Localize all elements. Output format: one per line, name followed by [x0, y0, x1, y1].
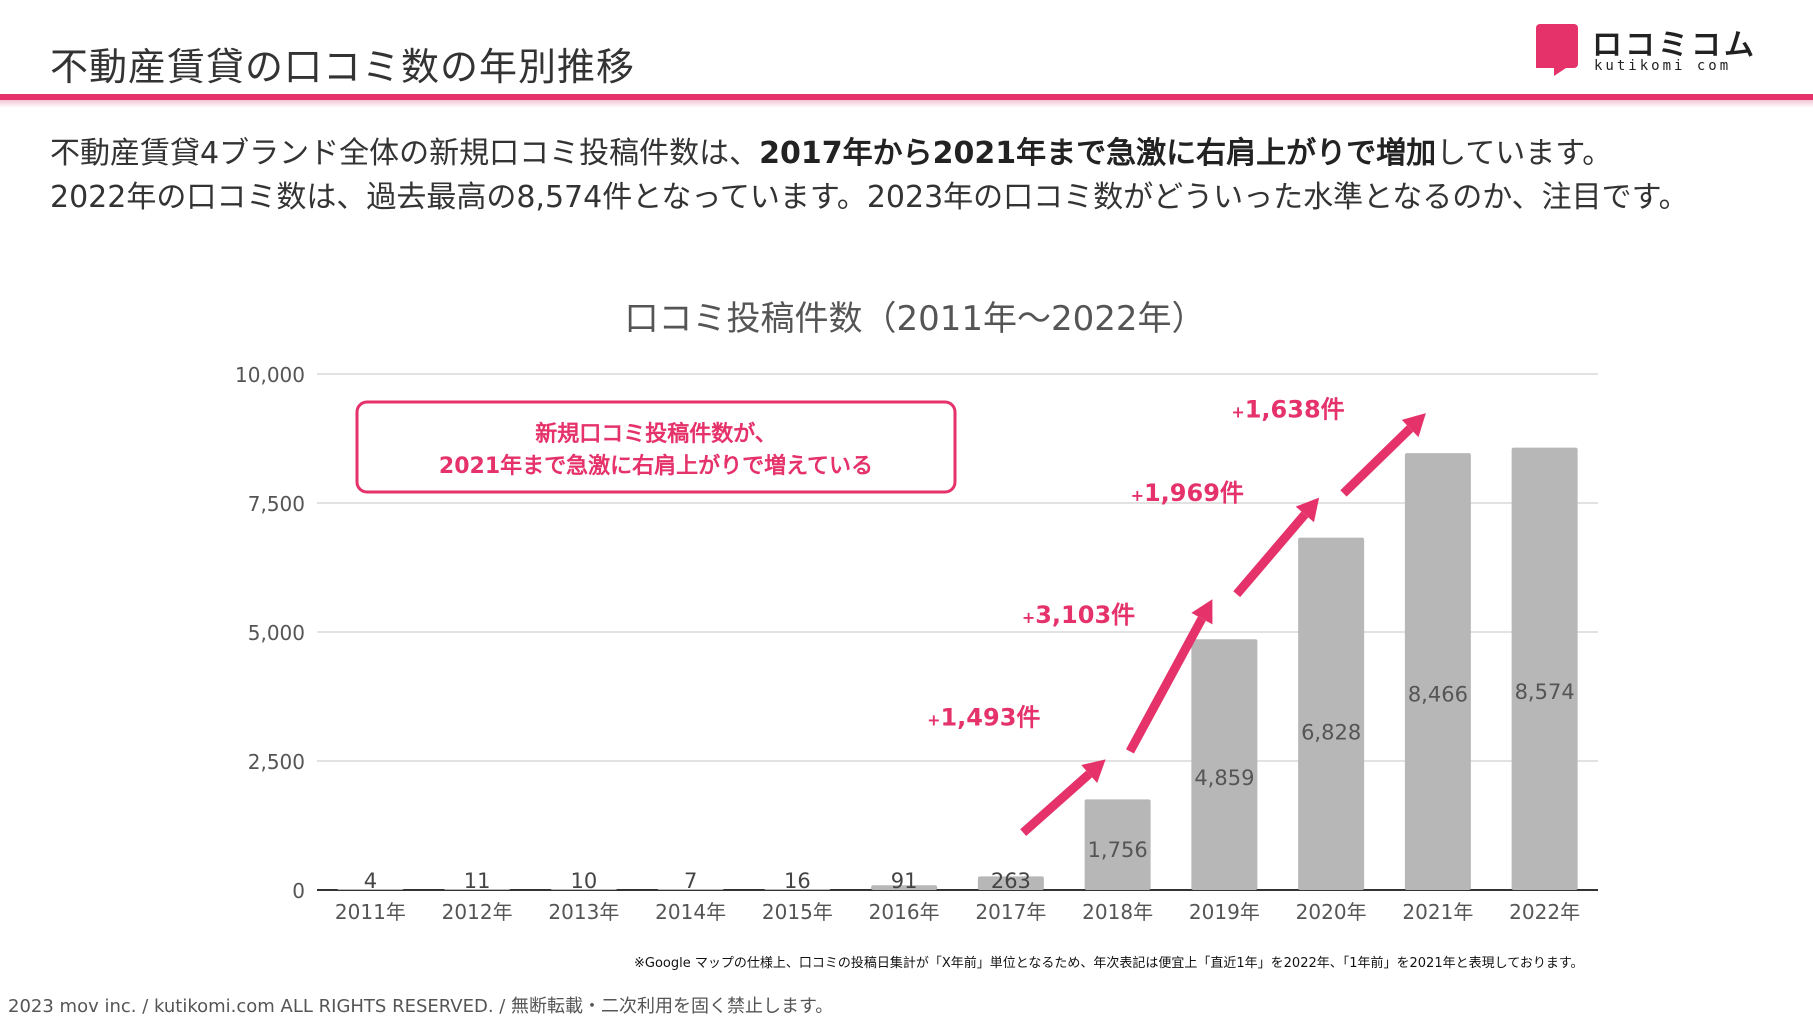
bar [1191, 639, 1258, 890]
page-title: 不動産賃貸の口コミ数の年別推移 [50, 45, 636, 89]
data-label: 4 [364, 869, 377, 893]
intro-line-2: 2022年の口コミ数は、過去最高の8,574件となっています。2023年の口コミ… [50, 180, 1689, 215]
increase-plus-sign: + [1131, 486, 1144, 505]
increase-arrow-shaft [1233, 511, 1309, 598]
increase-value: 1,638件 [1245, 395, 1345, 423]
bar [1404, 453, 1471, 890]
bar [871, 885, 938, 890]
bar [977, 876, 1044, 890]
bar [444, 889, 511, 890]
title-divider-shadow [0, 100, 1813, 108]
intro-line-1-a: 不動産賃貸4ブランド全体の新規口コミ投稿件数は、 [50, 136, 760, 171]
increase-label: +3,103件 [1022, 601, 1135, 629]
bar-chart: 口コミ投稿件数（2011年〜2022年） 0 2,500 5,000 7,500 10,… [235, 299, 1598, 924]
increase-arrow-head [1401, 413, 1426, 438]
data-label: 263 [991, 869, 1031, 893]
data-label: 8,466 [1408, 682, 1468, 706]
x-tick-label: 2013年 [548, 900, 619, 924]
increase-arrow-shaft [1126, 616, 1206, 754]
logo-text: ロコミコム [1592, 28, 1757, 63]
y-tick-label: 2,500 [248, 750, 305, 774]
increase-arrow-head [1081, 759, 1106, 783]
x-tick-label: 2022年 [1509, 900, 1580, 924]
increase-arrow-head [1191, 599, 1213, 625]
arrow-layer: +1,493件+3,103件+1,969件+1,638件 [927, 395, 1426, 836]
callout-line-1: 新規口コミ投稿件数が、 [535, 421, 777, 447]
increase-arrow-shaft [1340, 425, 1414, 497]
x-tick-label: 2015年 [762, 900, 833, 924]
x-tick-label: 2018年 [1082, 900, 1153, 924]
y-tick-label: 10,000 [235, 363, 305, 387]
data-label: 1,756 [1088, 838, 1148, 862]
intro-line-1-c: しています。 [1436, 136, 1613, 171]
data-label: 4,859 [1194, 766, 1254, 790]
data-label: 10 [571, 869, 598, 893]
increase-label: +1,969件 [1131, 479, 1244, 507]
y-tick-label: 5,000 [248, 621, 305, 645]
callout-line-2: 2021年まで急激に右肩上がりで増えている [439, 453, 873, 479]
increase-plus-sign: + [1022, 608, 1035, 627]
increase-label: +1,493件 [927, 704, 1040, 732]
data-label: 8,574 [1515, 680, 1575, 704]
x-tick-label: 2017年 [975, 900, 1046, 924]
callout-box: 新規口コミ投稿件数が、 2021年まで急激に右肩上がりで増えている [355, 400, 957, 494]
x-tick-label: 2021年 [1402, 900, 1473, 924]
x-tick-label: 2016年 [869, 900, 940, 924]
increase-value: 3,103件 [1035, 601, 1135, 629]
title-divider [0, 94, 1813, 100]
increase-value: 1,969件 [1144, 479, 1244, 507]
speech-bubble-icon [1536, 24, 1578, 76]
x-tick-label: 2011年 [335, 900, 406, 924]
data-label: 7 [684, 869, 697, 893]
increase-plus-sign: + [1231, 402, 1244, 421]
increase-arrow-head [1295, 497, 1320, 523]
bar [1084, 799, 1151, 890]
callout-frame [355, 400, 957, 494]
bar [764, 889, 831, 890]
increase-label: +1,638件 [1231, 395, 1344, 423]
footnote: ※Google マップの仕様上、口コミの投稿日集計が「X年前」単位となるため、年… [634, 956, 1584, 971]
copyright: 2023 mov inc. / kutikomi.com ALL RIGHTS … [8, 996, 834, 1017]
y-tick-label: 0 [292, 879, 305, 903]
increase-arrow-shaft [1020, 770, 1093, 836]
bar [337, 889, 404, 890]
data-label: 11 [464, 869, 491, 893]
intro-text: 不動産賃貸4ブランド全体の新規口コミ投稿件数は、2017年から2021年まで急激… [50, 132, 1750, 220]
data-label: 6,828 [1301, 720, 1361, 744]
x-tick-label: 2020年 [1296, 900, 1367, 924]
grid-layer: 0 2,500 5,000 7,500 10,000 [235, 363, 1598, 903]
intro-line-1: 不動産賃貸4ブランド全体の新規口コミ投稿件数は、2017年から2021年まで急激… [50, 132, 1750, 176]
data-label: 16 [784, 869, 811, 893]
brand-logo: ロコミコム kutikomi com [1536, 24, 1754, 76]
x-tick-label: 2012年 [442, 900, 513, 924]
intro-line-1-emphasis: 2017年から2021年まで急激に右肩上がりで増加 [759, 136, 1437, 171]
chart-title: 口コミ投稿件数（2011年〜2022年） [624, 299, 1205, 339]
x-tick-label: 2014年 [655, 900, 726, 924]
bar-layer: 4 2011年 11 2012年 10 2013年 7 2014年 16 2015年 91 2016年… [335, 447, 1580, 924]
bar [1511, 447, 1578, 890]
bar [657, 889, 724, 890]
increase-plus-sign: + [927, 711, 940, 730]
y-tick-label: 7,500 [248, 492, 305, 516]
bar [1298, 537, 1365, 890]
bar [550, 889, 617, 890]
logo-subtext: kutikomi com [1594, 58, 1732, 74]
x-tick-label: 2019年 [1189, 900, 1260, 924]
increase-value: 1,493件 [940, 704, 1040, 732]
data-label: 91 [891, 869, 918, 893]
